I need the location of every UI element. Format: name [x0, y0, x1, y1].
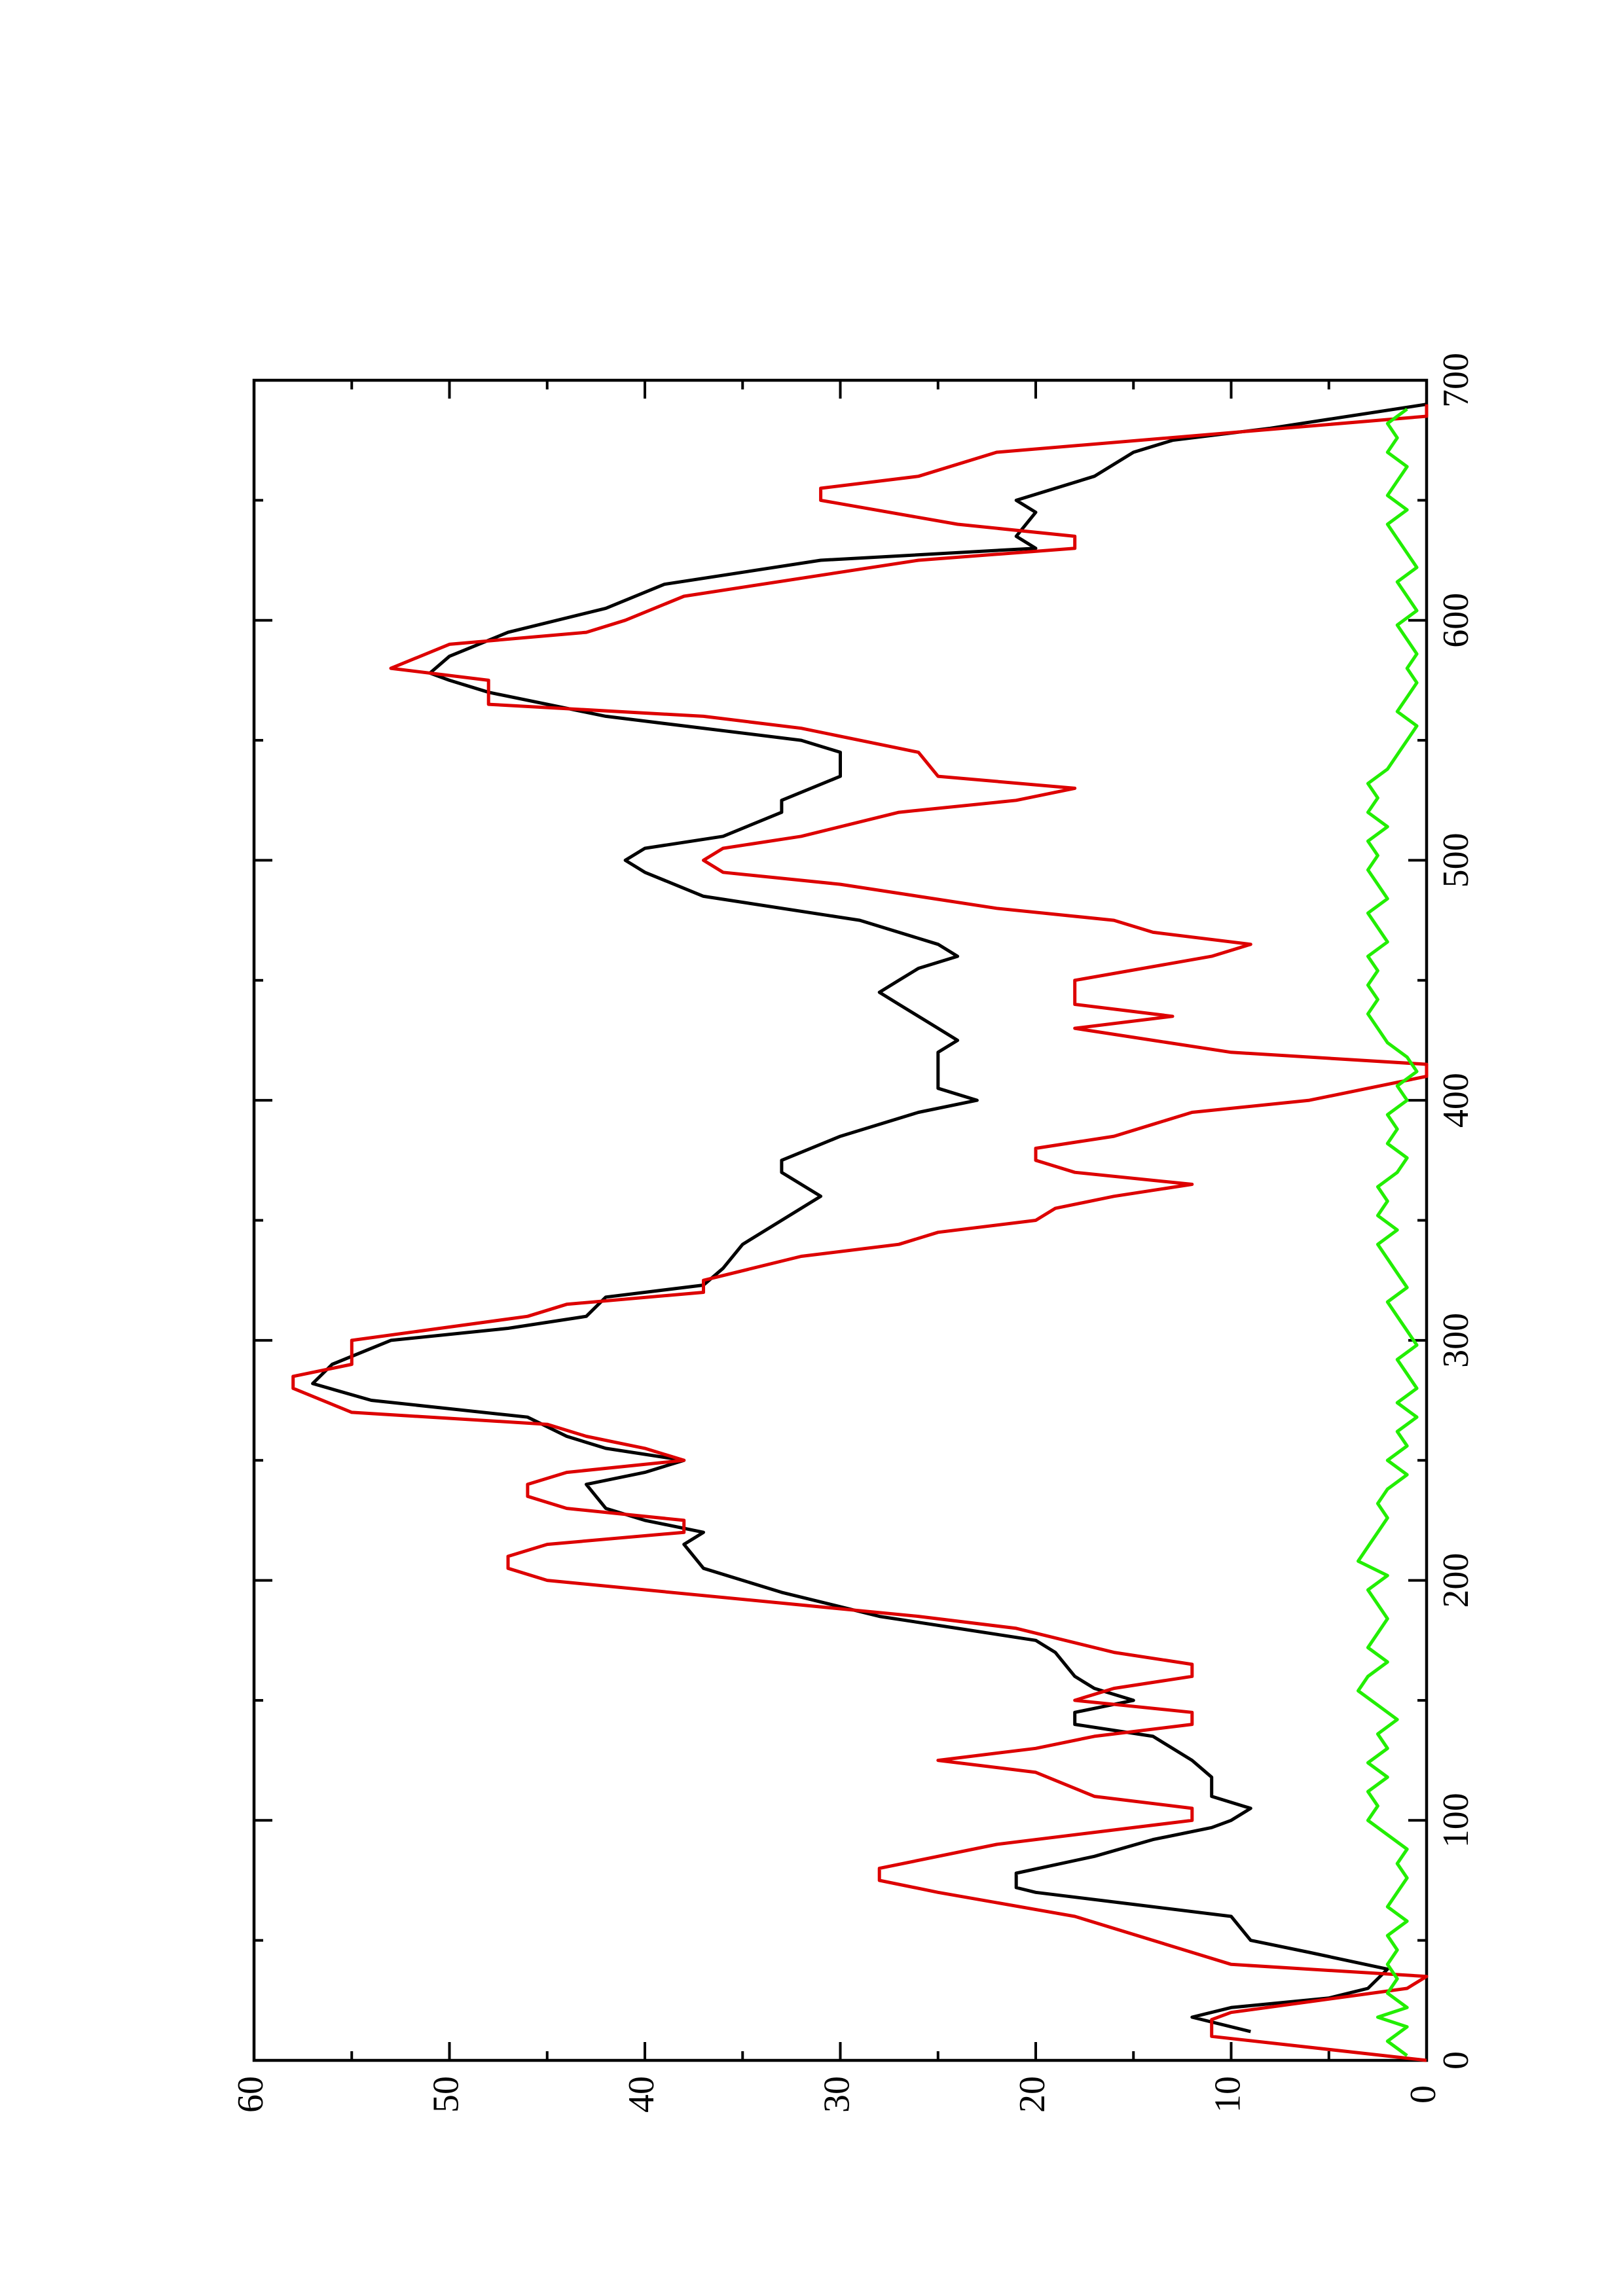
data-line [291, 404, 1429, 2062]
x-tick-label: 0 [1436, 2051, 1476, 2070]
x-tick-label: 600 [1436, 593, 1476, 648]
y-tick-label: 0 [1403, 2085, 1444, 2104]
x-tick-label: 300 [1436, 1313, 1476, 1368]
x-tick-label: 500 [1436, 833, 1476, 888]
x-tick-label: 100 [1436, 1793, 1476, 1848]
y-tick-label: 30 [816, 2076, 857, 2113]
y-tick-label: 50 [426, 2076, 466, 2113]
y-tick-label: 40 [621, 2076, 662, 2113]
y-tick-label: 60 [230, 2076, 271, 2113]
y-tick-label: 20 [1012, 2076, 1053, 2113]
data-line [1357, 407, 1419, 2057]
data-line [311, 403, 1427, 2034]
x-tick-label: 700 [1436, 353, 1476, 408]
y-tick-label: 10 [1207, 2076, 1248, 2113]
x-tick-label: 200 [1436, 1553, 1476, 1608]
x-tick-label: 400 [1436, 1073, 1476, 1128]
